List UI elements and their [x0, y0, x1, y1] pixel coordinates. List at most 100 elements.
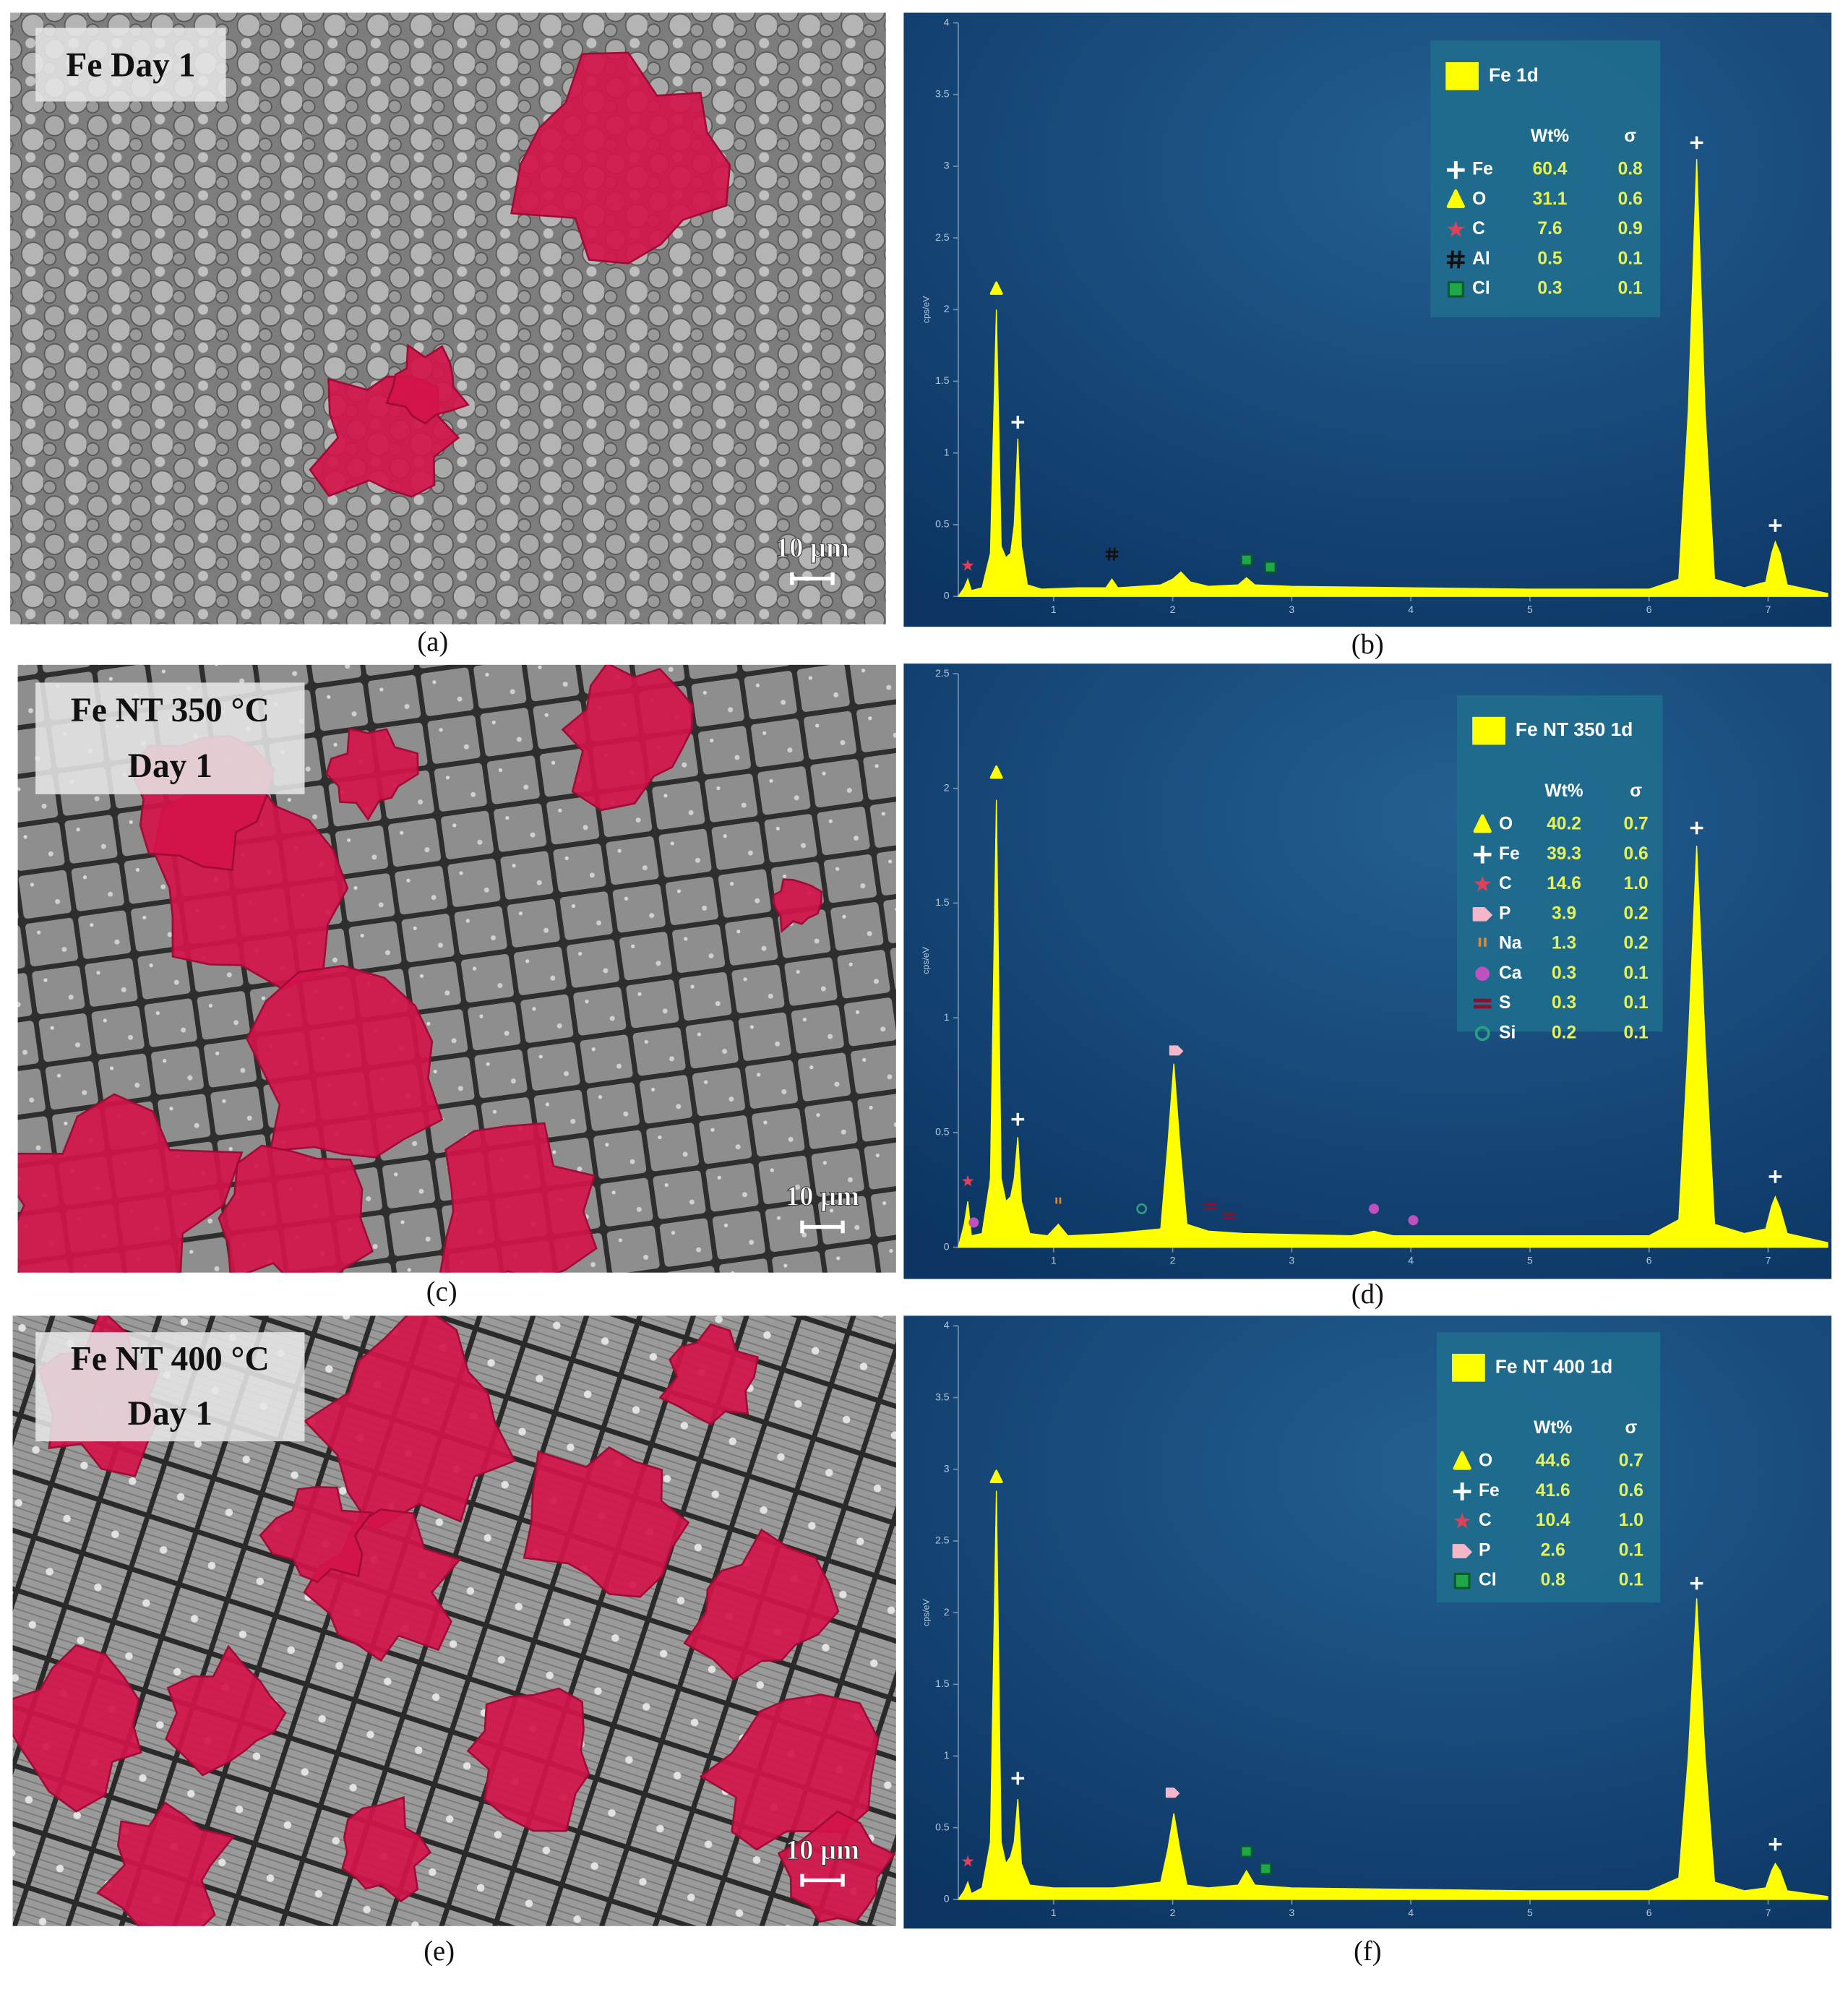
sem-image: Fe NT 400 °C Day 1 10 μm	[12, 1315, 896, 1926]
symbol-part	[1473, 1005, 1492, 1009]
symbol-part	[1446, 189, 1465, 208]
peak-marker	[1011, 416, 1025, 429]
legend: Fe NT 400 1d Wt% σ O 44.6 0.7 Fe 41.6 0.6 C 10.4 1.…	[1436, 1332, 1661, 1603]
red-region	[246, 964, 444, 1159]
legend-sigma: 0.2	[1624, 903, 1649, 923]
red-region	[12, 1644, 142, 1813]
legend-symbol	[1447, 250, 1465, 269]
legend-swatch	[1452, 1354, 1485, 1382]
scale-bar	[800, 1873, 845, 1887]
symbol-part	[1474, 875, 1491, 892]
y-tick-label: 2.5	[935, 1534, 950, 1546]
y-tick-label: 1.5	[935, 1678, 950, 1689]
x-tick-label: 7	[1766, 604, 1771, 615]
legend-element: Fe	[1472, 160, 1493, 179]
legend-sigma: 0.9	[1618, 219, 1643, 239]
peak-marker	[1690, 821, 1703, 835]
symbol-part	[961, 1855, 974, 1867]
legend-swatch	[1472, 716, 1505, 745]
red-region	[523, 1446, 690, 1598]
peak-marker	[1259, 1863, 1272, 1875]
legend-symbol	[1447, 160, 1465, 179]
y-tick-label: 3.5	[935, 1391, 950, 1402]
legend-element: Cl	[1479, 1571, 1497, 1590]
peak-marker	[961, 1175, 974, 1187]
y-axis-label: cps/eV	[921, 1599, 931, 1626]
red-region	[385, 343, 470, 425]
y-tick-label: 0	[944, 1893, 950, 1905]
x-tick-label: 4	[1408, 1255, 1414, 1266]
legend-wt: 1.3	[1552, 934, 1576, 953]
legend-symbol	[1473, 814, 1492, 833]
red-region	[439, 1122, 598, 1273]
legend-element: Fe	[1479, 1481, 1500, 1501]
label-box	[35, 1332, 305, 1442]
spectrum	[957, 1490, 1828, 1900]
peak-marker	[1169, 1045, 1184, 1056]
legend-sigma: 0.1	[1618, 279, 1643, 299]
peak-marker	[1105, 547, 1119, 561]
symbol-part	[1472, 906, 1492, 922]
plot-background	[903, 664, 1832, 1279]
legend-wt: 0.3	[1552, 963, 1576, 983]
highlight-regions	[17, 664, 823, 1273]
legend-header: σ	[1630, 781, 1642, 801]
red-region	[303, 1508, 462, 1662]
x-tick-label: 6	[1646, 1255, 1652, 1266]
legend-symbol	[1453, 1451, 1471, 1470]
legend-wt: 41.6	[1536, 1481, 1570, 1501]
x-tick-label: 7	[1766, 1255, 1771, 1266]
x-tick-label: 3	[1289, 1255, 1294, 1266]
peak-marker	[1690, 136, 1703, 150]
peak-marker	[1769, 519, 1782, 532]
peak-marker	[989, 765, 1003, 779]
legend-sigma: 0.8	[1618, 160, 1643, 179]
red-region	[303, 1315, 516, 1532]
y-tick-label: 2	[944, 782, 950, 794]
legend-element: C	[1479, 1511, 1492, 1530]
legend-element: S	[1499, 993, 1510, 1013]
x-tick-label: 4	[1408, 604, 1414, 615]
legend-sigma: 0.1	[1619, 1571, 1643, 1590]
peak-marker	[968, 1217, 979, 1228]
y-tick-label: 2.5	[935, 667, 950, 679]
legend-sigma: 0.2	[1624, 934, 1649, 953]
legend-sigma: 0.6	[1618, 189, 1643, 209]
y-tick-label: 0.5	[935, 1821, 950, 1832]
peak-marker	[1690, 1576, 1703, 1590]
y-tick-label: 4	[944, 1319, 950, 1331]
scale-bar-label: 10 μm	[786, 1182, 859, 1212]
scale-bar	[800, 1220, 845, 1234]
symbol-part	[1204, 1207, 1218, 1211]
y-tick-label: 2.5	[935, 231, 950, 243]
legend: Fe 1d Wt% σ Fe 60.4 0.8 O 31.1 0.6 C 7.6 0.9 Al 0.5 0.…	[1430, 40, 1661, 317]
x-tick-label: 3	[1289, 1907, 1294, 1918]
scale-bar	[790, 572, 835, 585]
caption: (f)	[1354, 1936, 1382, 1967]
legend-box	[1457, 695, 1663, 1032]
legend-wt: 44.6	[1536, 1451, 1570, 1471]
image-label: Fe NT 350 °C	[71, 692, 270, 729]
legend-wt: 3.9	[1552, 903, 1576, 923]
y-tick-label: 3	[944, 160, 950, 171]
y-tick-label: 2	[944, 303, 950, 314]
legend-wt: 31.1	[1533, 189, 1568, 209]
symbol-part	[1453, 1451, 1471, 1470]
peak-marker	[1222, 1212, 1235, 1219]
caption: (d)	[1351, 1279, 1384, 1310]
legend-sigma: 0.1	[1619, 1540, 1643, 1560]
peak-marker	[1136, 1203, 1148, 1214]
scale-bar-label: 10 μm	[775, 533, 849, 564]
legend-wt: 14.6	[1547, 874, 1581, 893]
symbol-part	[1165, 1787, 1180, 1798]
legend-sigma: 0.1	[1624, 993, 1649, 1013]
plot-background	[903, 1315, 1832, 1929]
legend-sigma: 0.6	[1619, 1481, 1643, 1501]
symbol-part	[1222, 1216, 1235, 1219]
symbol-part	[1475, 966, 1490, 982]
legend-symbol	[1475, 966, 1490, 982]
legend-wt: 40.2	[1547, 815, 1581, 834]
